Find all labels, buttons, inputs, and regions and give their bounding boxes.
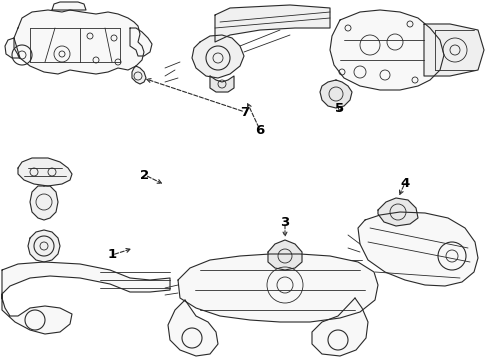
Polygon shape [320, 80, 352, 108]
Text: 4: 4 [400, 176, 410, 189]
Text: 7: 7 [241, 105, 249, 118]
Text: 2: 2 [141, 168, 149, 181]
Polygon shape [210, 76, 234, 92]
Text: 1: 1 [107, 248, 117, 261]
Polygon shape [132, 66, 146, 84]
Polygon shape [424, 24, 484, 76]
Polygon shape [14, 10, 144, 74]
Polygon shape [30, 186, 58, 220]
Polygon shape [2, 262, 170, 294]
Polygon shape [52, 2, 86, 10]
Polygon shape [2, 294, 72, 334]
Polygon shape [178, 254, 378, 322]
Polygon shape [5, 38, 20, 58]
Polygon shape [330, 10, 444, 90]
Polygon shape [312, 298, 368, 356]
Polygon shape [215, 5, 330, 42]
Text: 3: 3 [280, 216, 290, 229]
Polygon shape [130, 28, 152, 56]
Polygon shape [18, 158, 72, 186]
Polygon shape [358, 212, 478, 286]
Polygon shape [28, 230, 60, 262]
Text: 5: 5 [336, 102, 344, 114]
Text: 6: 6 [255, 123, 265, 136]
Polygon shape [268, 240, 302, 270]
Polygon shape [378, 198, 418, 226]
Polygon shape [192, 35, 244, 78]
Polygon shape [168, 300, 218, 356]
